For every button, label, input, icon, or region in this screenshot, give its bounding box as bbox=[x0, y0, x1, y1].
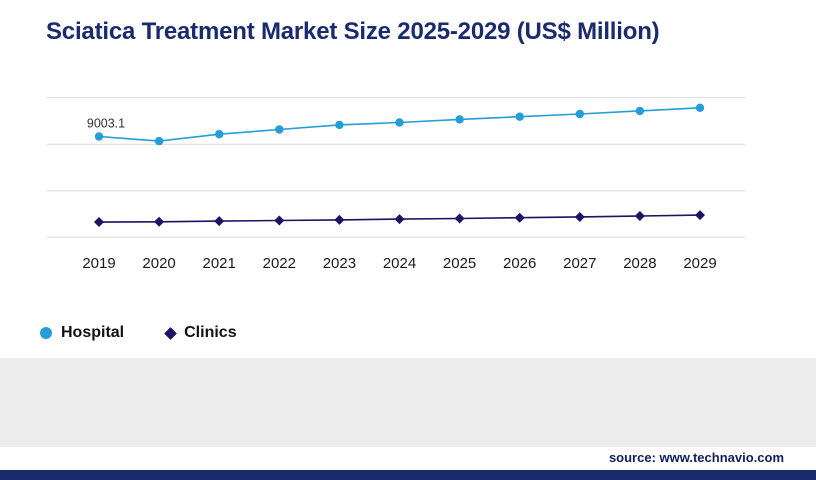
legend-item-clinics: Clinics bbox=[164, 324, 237, 342]
x-axis-label-2022: 2022 bbox=[263, 255, 296, 272]
x-axis-label-2021: 2021 bbox=[203, 255, 236, 272]
legend-label-hospital: Hospital bbox=[61, 324, 125, 341]
x-axis-label-2020: 2020 bbox=[142, 255, 175, 272]
clinics-data-point-2020 bbox=[154, 216, 165, 227]
x-axis-label-2029: 2029 bbox=[683, 255, 716, 272]
source-attribution: source: www.technavio.com bbox=[608, 450, 784, 465]
clinics-data-point-2023 bbox=[334, 214, 345, 225]
hospital-data-point-2020 bbox=[154, 136, 164, 146]
hospital-series-marker-icon bbox=[40, 327, 52, 339]
data-label-hospital-2019: 9003.1 bbox=[87, 117, 125, 131]
hospital-data-point-2019 bbox=[94, 132, 104, 141]
page-title: Sciatica Treatment Market Size 2025-2029… bbox=[46, 18, 660, 45]
clinics-data-point-2019 bbox=[94, 217, 104, 228]
x-axis-label-2024: 2024 bbox=[383, 255, 416, 272]
hospital-data-point-2028 bbox=[635, 106, 645, 116]
legend-label-clinics: Clinics bbox=[184, 324, 237, 341]
footer-panel bbox=[0, 358, 816, 447]
x-axis-label-2019: 2019 bbox=[82, 255, 115, 272]
clinics-data-point-2026 bbox=[514, 212, 525, 223]
clinics-data-point-2027 bbox=[574, 211, 585, 222]
clinics-data-point-2028 bbox=[634, 211, 645, 222]
clinics-series-marker-icon bbox=[164, 326, 177, 340]
market-size-line-chart: 2019 2020 2021 2022 2023 2024 2025 2026 2027 2028… bbox=[47, 97, 745, 272]
clinics-data-point-2022 bbox=[274, 215, 285, 226]
hospital-data-point-2023 bbox=[335, 120, 344, 130]
hospital-data-point-2025 bbox=[455, 115, 464, 124]
x-axis-label-2026: 2026 bbox=[503, 255, 536, 272]
hospital-data-point-2026 bbox=[515, 112, 524, 121]
hospital-data-point-2027 bbox=[575, 109, 584, 119]
clinics-data-point-2029 bbox=[695, 210, 705, 221]
hospital-data-point-2022 bbox=[275, 125, 284, 134]
hospital-data-point-2024 bbox=[395, 118, 404, 127]
chart-legend: Hospital Clinics bbox=[40, 324, 237, 342]
hospital-data-point-2029 bbox=[695, 103, 705, 112]
bottom-accent-bar bbox=[0, 470, 816, 480]
x-axis-label-2028: 2028 bbox=[623, 255, 656, 272]
x-axis-label-2025: 2025 bbox=[443, 255, 476, 272]
x-axis-label-2027: 2027 bbox=[563, 255, 596, 272]
clinics-data-point-2024 bbox=[394, 214, 405, 225]
hospital-data-point-2021 bbox=[215, 130, 224, 139]
clinics-data-point-2021 bbox=[214, 216, 225, 227]
legend-item-hospital: Hospital bbox=[40, 324, 124, 342]
clinics-data-point-2025 bbox=[454, 213, 465, 224]
x-axis-label-2023: 2023 bbox=[323, 255, 356, 272]
